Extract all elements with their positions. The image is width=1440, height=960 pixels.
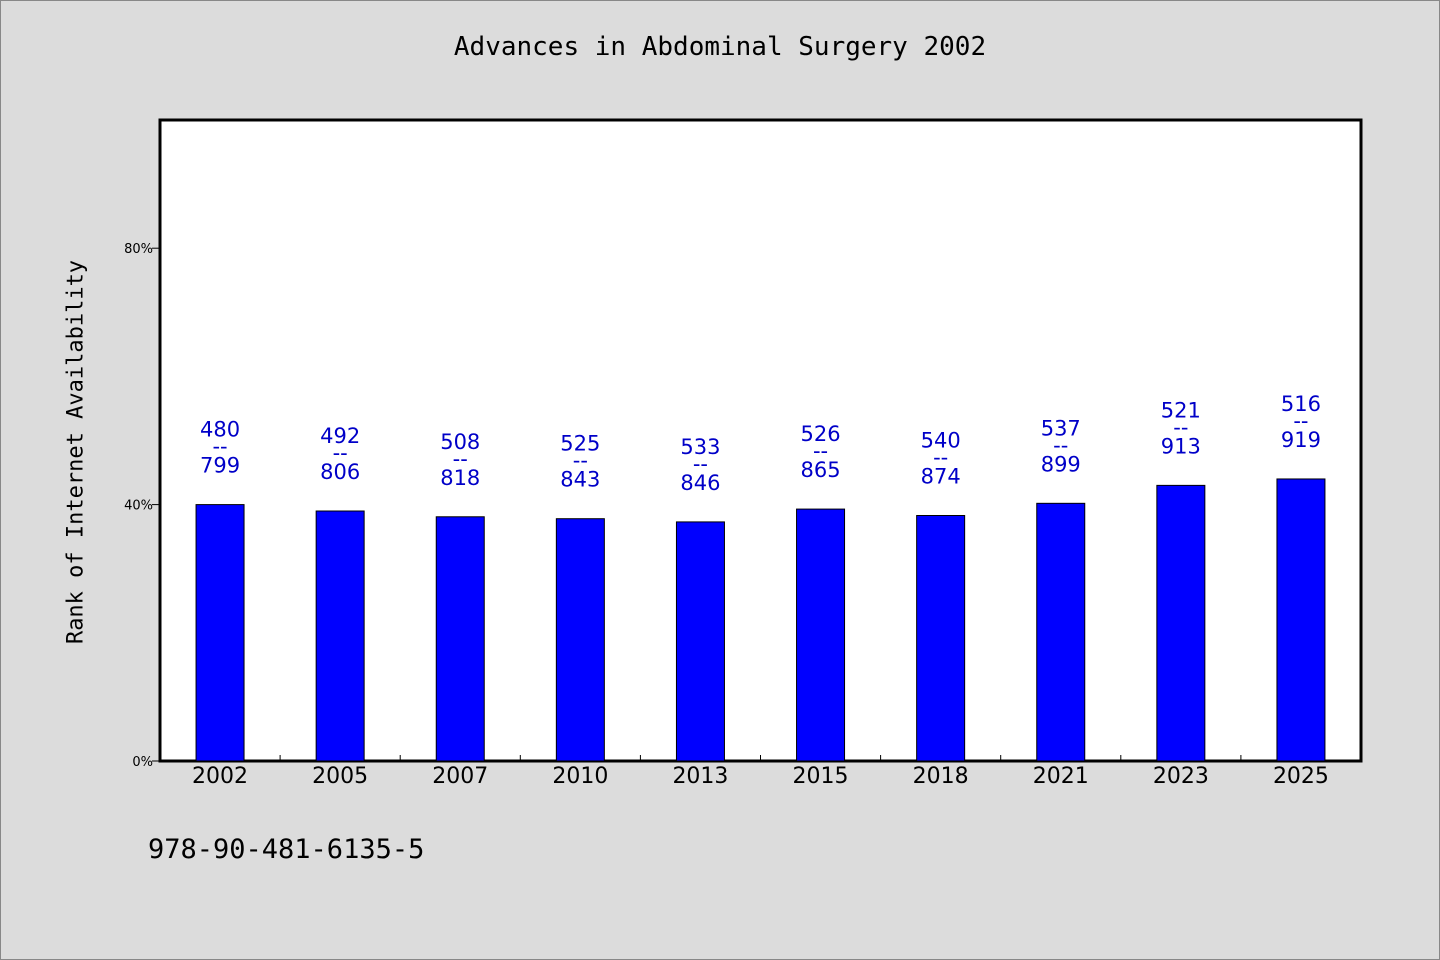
isbn-text: 978-90-481-6135-5 xyxy=(148,834,425,865)
data-label-bottom: 846 xyxy=(680,471,720,495)
x-tick-label: 2015 xyxy=(793,764,849,789)
y-tick-label: 0% xyxy=(132,755,153,770)
bar xyxy=(435,516,485,762)
data-label-top: 537 xyxy=(1041,416,1081,440)
data-label-separator: -- xyxy=(212,435,227,459)
x-tick-label: 2007 xyxy=(432,764,488,789)
y-tick-label: 80% xyxy=(124,242,153,257)
bar xyxy=(195,504,245,762)
data-label-top: 521 xyxy=(1161,398,1201,422)
data-label-top: 540 xyxy=(921,428,961,452)
x-tick-label: 2005 xyxy=(312,764,368,789)
data-label-top: 480 xyxy=(200,418,240,442)
bar xyxy=(315,510,365,762)
x-tick-label: 2010 xyxy=(552,764,608,789)
labels-group: 2002799--4802005806--4922007818--5082010… xyxy=(192,392,1329,789)
bar xyxy=(675,521,725,762)
data-label-bottom: 806 xyxy=(320,460,360,484)
bar xyxy=(916,514,966,762)
data-label-separator: -- xyxy=(693,452,708,476)
data-label-separator: -- xyxy=(453,447,468,471)
data-label-bottom: 865 xyxy=(801,458,841,482)
data-label-bottom: 818 xyxy=(440,466,480,490)
bars-group xyxy=(195,478,1326,762)
ticks-group: 0% 40% 80% xyxy=(124,242,1242,770)
data-label-bottom: 843 xyxy=(560,468,600,492)
data-label-separator: -- xyxy=(573,449,588,473)
chart-title: Advances in Abdominal Surgery 2002 xyxy=(453,32,987,62)
data-label-top: 526 xyxy=(801,422,841,446)
data-label-separator: -- xyxy=(933,445,948,469)
bar xyxy=(1156,484,1206,762)
x-tick-label: 2025 xyxy=(1273,764,1329,789)
data-label-separator: -- xyxy=(1173,415,1188,439)
x-tick-label: 2023 xyxy=(1153,764,1209,789)
bar xyxy=(555,518,605,762)
data-label-bottom: 799 xyxy=(200,454,240,478)
data-label-bottom: 874 xyxy=(921,464,961,488)
data-label-top: 492 xyxy=(320,424,360,448)
data-label-separator: -- xyxy=(813,439,828,463)
data-label-separator: -- xyxy=(1053,433,1068,457)
data-label-top: 516 xyxy=(1281,392,1321,416)
x-tick-label: 2021 xyxy=(1033,764,1089,789)
bar xyxy=(796,508,846,762)
bar xyxy=(1036,502,1086,762)
data-label-bottom: 919 xyxy=(1281,428,1321,452)
data-label-separator: -- xyxy=(333,441,348,465)
bar xyxy=(1276,478,1326,762)
data-label-bottom: 899 xyxy=(1041,452,1081,476)
x-tick-label: 2018 xyxy=(913,764,969,789)
x-tick-label: 2013 xyxy=(672,764,728,789)
data-label-separator: -- xyxy=(1293,409,1308,433)
data-label-top: 508 xyxy=(440,430,480,454)
data-label-bottom: 913 xyxy=(1161,434,1201,458)
y-tick-label: 40% xyxy=(124,499,153,514)
data-label-top: 533 xyxy=(680,435,720,459)
data-label-top: 525 xyxy=(560,432,600,456)
x-tick-label: 2002 xyxy=(192,764,248,789)
